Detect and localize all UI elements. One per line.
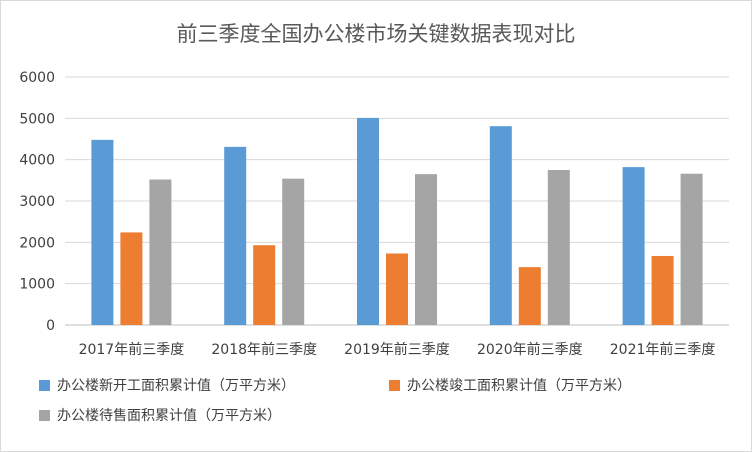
bar <box>149 179 172 325</box>
bar <box>489 126 512 325</box>
bar <box>253 245 276 325</box>
legend-label: 办公楼待售面积累计值（万平方米） <box>57 408 281 424</box>
bar <box>651 255 674 325</box>
legend-swatch <box>389 380 400 391</box>
y-tick-label: 0 <box>46 318 55 334</box>
bar <box>680 173 703 325</box>
bar <box>622 167 645 325</box>
bars <box>91 117 703 325</box>
y-tick-label: 2000 <box>19 235 55 251</box>
y-tick-label: 6000 <box>19 70 55 86</box>
x-tick-label: 2018年前三季度 <box>211 341 317 358</box>
bar <box>415 174 437 325</box>
bar <box>282 178 305 325</box>
legend-label: 办公楼竣工面积累计值（万平方米） <box>407 378 631 394</box>
gridlines <box>65 76 729 326</box>
bar <box>224 146 247 325</box>
chart-title: 前三季度全国办公楼市场关键数据表现对比 <box>177 22 576 46</box>
y-tick-label: 4000 <box>19 153 55 169</box>
x-tick-label: 2017年前三季度 <box>79 341 185 358</box>
bar <box>357 117 379 325</box>
legend-swatch <box>39 380 50 391</box>
y-tick-label: 3000 <box>19 194 55 210</box>
y-tick-label: 1000 <box>19 277 55 293</box>
x-tick-label: 2019年前三季度 <box>344 341 450 358</box>
bar <box>518 267 541 325</box>
x-tick-label: 2020年前三季度 <box>477 341 583 358</box>
legend-swatch <box>39 410 50 421</box>
bar <box>120 232 143 325</box>
y-tick-label: 5000 <box>19 111 55 127</box>
y-axis: 0 1000 2000 3000 4000 5000 6000 <box>19 70 55 334</box>
legend: 办公楼新开工面积累计值（万平方米） 办公楼竣工面积累计值（万平方米） 办公楼待售面积… <box>39 378 631 424</box>
bar <box>386 253 408 325</box>
x-tick-label: 2021年前三季度 <box>610 341 716 358</box>
legend-label: 办公楼新开工面积累计值（万平方米） <box>57 378 295 394</box>
bar <box>547 170 570 325</box>
bar <box>91 139 114 325</box>
x-axis: 2017年前三季度 2018年前三季度 2019年前三季度 2020年前三季度 2021… <box>79 341 716 358</box>
